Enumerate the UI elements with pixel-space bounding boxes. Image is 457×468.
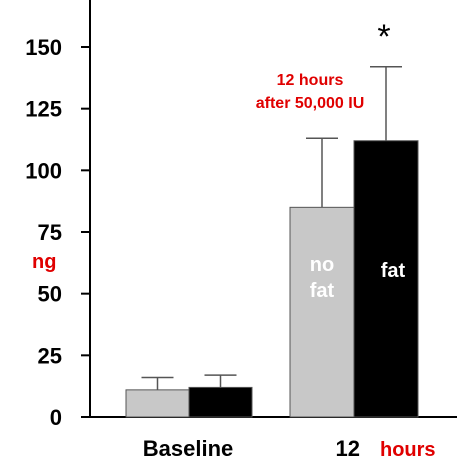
y-tick-label: 25 bbox=[38, 343, 62, 368]
bar-label-no: no bbox=[310, 254, 334, 276]
bar-1-1 bbox=[353, 140, 419, 418]
bar-label-fat-line2: fat bbox=[310, 280, 335, 302]
category-label-baseline: Baseline bbox=[143, 436, 234, 461]
y-axis-label: ng bbox=[32, 251, 56, 273]
category-label-hours: hours bbox=[380, 439, 436, 461]
annotation-line-1: 12 hours bbox=[277, 72, 344, 89]
bar-1-0 bbox=[289, 206, 355, 418]
y-tick-label: 0 bbox=[50, 405, 62, 430]
y-tick-label: 75 bbox=[38, 220, 62, 245]
y-tick-label: 100 bbox=[25, 158, 62, 183]
y-tick-label: 125 bbox=[25, 97, 62, 122]
bar-label-fat: fat bbox=[381, 260, 406, 282]
y-ticks: 0 25 50 75 100 125 150 bbox=[25, 35, 90, 430]
annotation-line-2: after 50,000 IU bbox=[256, 95, 365, 112]
category-label-12: 12 bbox=[336, 436, 360, 461]
significance-marker: * bbox=[377, 18, 390, 56]
bar-0-0 bbox=[125, 389, 190, 418]
y-tick-label: 150 bbox=[25, 35, 62, 60]
error-bars bbox=[141, 65, 402, 390]
y-tick-label: 50 bbox=[38, 282, 62, 307]
bar-0-1 bbox=[188, 386, 253, 418]
bars bbox=[125, 140, 419, 418]
